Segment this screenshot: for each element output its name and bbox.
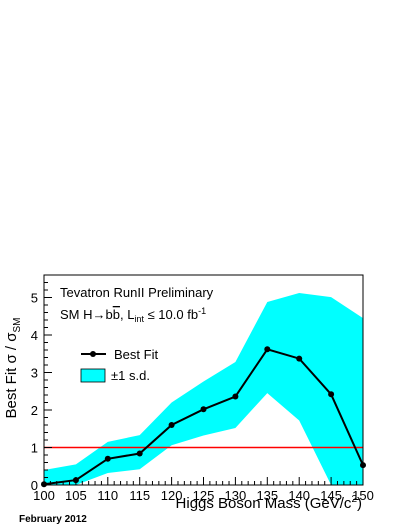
- y-tick-label: 3: [31, 366, 38, 381]
- best-fit-point: [296, 355, 303, 362]
- legend-best-fit-marker: [90, 351, 96, 357]
- x-tick-label: 110: [97, 488, 118, 503]
- y-axis-title-sub: SM: [12, 317, 23, 332]
- legend-band-label: ±1 s.d.: [111, 368, 150, 383]
- best-fit-point: [232, 393, 239, 400]
- x-tick-label: 140: [288, 488, 310, 503]
- legend: Best Fit ±1 s.d.: [80, 347, 158, 383]
- x-axis-title-main: Higgs Boson Mass (GeV/c: [176, 495, 352, 512]
- best-fit-point: [104, 455, 111, 462]
- x-tick-label: 125: [193, 488, 215, 503]
- best-fit-point: [136, 450, 143, 457]
- x-tick-label: 120: [161, 488, 183, 503]
- x-axis-title: Higgs Boson Mass (GeV/c2): [176, 494, 362, 512]
- y-tick-label: 1: [31, 441, 38, 456]
- y-tick-label: 0: [31, 478, 38, 493]
- best-fit-point: [200, 406, 207, 413]
- y-tick-label: 5: [31, 291, 38, 306]
- x-tick-label: 135: [256, 488, 278, 503]
- experiment-label: Tevatron RunII Preliminary: [60, 285, 214, 300]
- process-arrow: →: [93, 307, 106, 322]
- x-axis-title-close: ): [357, 495, 362, 512]
- one-sd-band: [44, 293, 363, 485]
- x-tick-label: 150: [352, 488, 374, 503]
- best-fit-point: [264, 346, 271, 353]
- x-tick-label: 145: [320, 488, 342, 503]
- x-axis-title-sup: 2: [351, 494, 357, 505]
- x-tick-label: 105: [65, 488, 87, 503]
- process-b: b: [106, 307, 113, 322]
- y-axis-title-main: Best Fit σ / σ: [3, 332, 20, 419]
- footer-date: February 2012: [19, 514, 87, 525]
- process-lumi-value: ≤ 10.0 fb: [144, 307, 198, 322]
- process-lumi-sup: -1: [198, 306, 206, 316]
- plot-area: 100 105 110 115 120 125 130 135 140 145 150 0 1 2 3 4 5: [31, 274, 374, 503]
- x-tick-label: 100: [33, 488, 55, 503]
- y-tick-label: 4: [31, 328, 38, 343]
- y-axis-title: Best Fit σ / σSM: [3, 317, 23, 418]
- x-tick-label: 130: [225, 488, 247, 503]
- process-label: SM H→bb, Lint ≤ 10.0 fb-1: [60, 306, 206, 324]
- process-lumi-sub: int: [134, 314, 144, 324]
- y-tick-label: 2: [31, 403, 38, 418]
- best-fit-point: [328, 391, 335, 398]
- legend-best-fit-label: Best Fit: [114, 347, 158, 362]
- legend-band-swatch: [80, 368, 106, 383]
- process-bbar: b: [113, 307, 120, 322]
- process-sep: , L: [120, 307, 134, 322]
- process-prefix: SM H: [60, 307, 93, 322]
- best-fit-point: [168, 422, 175, 428]
- x-tick-label: 115: [129, 488, 150, 503]
